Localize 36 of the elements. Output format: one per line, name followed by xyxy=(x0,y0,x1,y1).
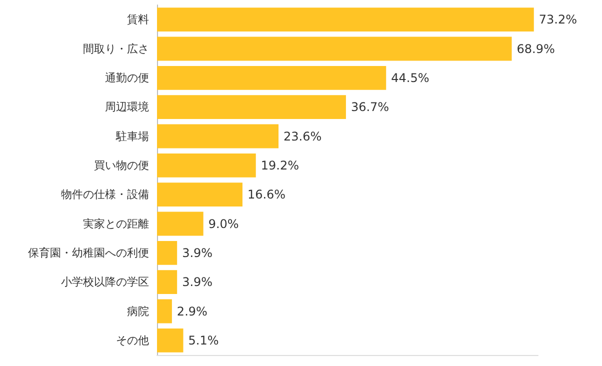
data-label: 3.9% xyxy=(182,275,213,290)
data-label: 68.9% xyxy=(516,42,555,56)
y-tick-label: 物件の仕様・設備 xyxy=(61,188,149,202)
y-tick-label: その他 xyxy=(116,334,149,347)
data-label: 44.5% xyxy=(391,70,430,85)
bar xyxy=(157,124,279,148)
bar xyxy=(157,299,172,324)
y-tick-label: 小学校以降の学区 xyxy=(61,276,149,289)
data-label: 3.9% xyxy=(182,246,213,260)
y-tick-label: 通勤の便 xyxy=(105,71,149,84)
y-tick-label: 保育園・幼稚園への利便 xyxy=(28,246,149,260)
y-tick-label: 駐車場 xyxy=(115,130,149,143)
bar xyxy=(157,182,242,207)
data-label: 2.9% xyxy=(176,304,208,318)
bar xyxy=(157,66,386,90)
bar xyxy=(157,270,178,294)
bar xyxy=(157,240,178,265)
y-tick-label: 間取り・広さ xyxy=(83,42,149,56)
data-label: 9.0% xyxy=(208,216,239,231)
bar xyxy=(157,212,204,236)
data-label: 16.6% xyxy=(247,188,286,202)
y-tick-label: 賃料 xyxy=(127,13,149,26)
data-label: 36.7% xyxy=(350,100,390,114)
bar xyxy=(157,153,256,178)
y-tick-label: 病院 xyxy=(127,304,149,318)
bar xyxy=(157,328,184,352)
data-label: 73.2% xyxy=(538,12,578,27)
data-label: 23.6% xyxy=(284,129,322,144)
y-tick-label: 買い物の便 xyxy=(94,158,149,172)
bar xyxy=(157,95,346,120)
data-label: 5.1% xyxy=(188,333,219,348)
data-label: 19.2% xyxy=(260,158,299,172)
y-tick-label: 周辺環境 xyxy=(105,100,149,114)
y-tick-label: 実家との距離 xyxy=(83,217,149,230)
bar xyxy=(157,8,534,32)
bar xyxy=(157,36,512,61)
